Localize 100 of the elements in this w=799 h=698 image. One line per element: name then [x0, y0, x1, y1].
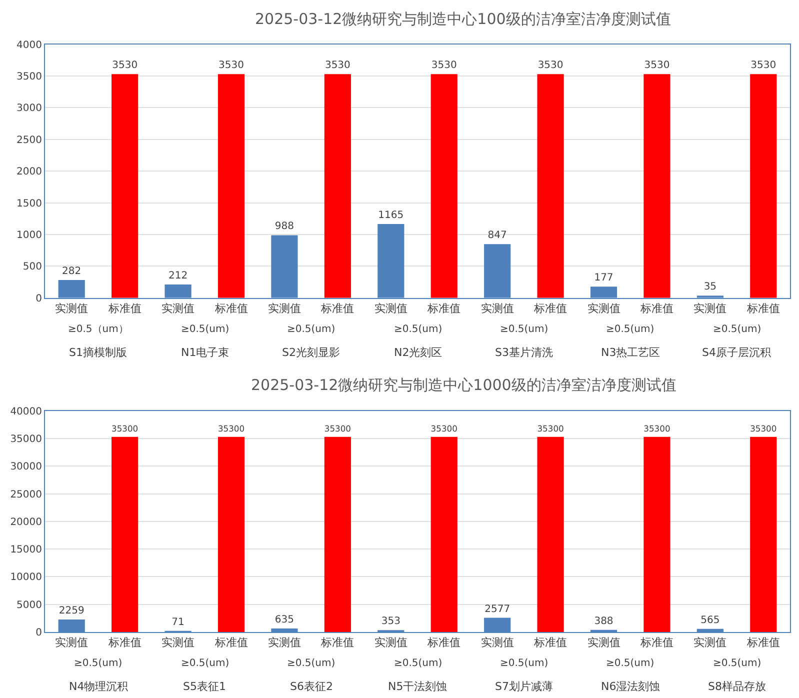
y-tick-label: 5000: [16, 600, 42, 611]
y-tick-label: 30000: [10, 462, 42, 473]
text: ≥0.5(um): [606, 658, 654, 669]
bar: [644, 436, 670, 632]
data-label: 3530: [644, 60, 670, 72]
y-tick-label: 500: [22, 262, 42, 273]
y-tick-label: 25000: [10, 489, 42, 500]
x-tick-label: 标准值: [107, 302, 142, 316]
bar: [644, 74, 670, 298]
text: N4物理沉积: [69, 680, 128, 693]
x-tick-label: 标准值: [214, 302, 248, 316]
data-label: 35300: [112, 423, 138, 434]
text: ≥0.5(um): [606, 324, 654, 335]
bar: [112, 436, 138, 632]
y-tick-label: 10000: [10, 572, 42, 584]
text: S5表征1: [183, 680, 226, 693]
y-tick-label: 20000: [10, 516, 42, 528]
data-label: 282: [62, 266, 82, 277]
x-tick-label: 实测值: [55, 636, 88, 650]
y-tick-label: 3500: [16, 72, 42, 83]
x-tick-label: 标准值: [533, 636, 568, 650]
x-tick-label: 实测值: [480, 636, 514, 650]
x-tick-label: 实测值: [268, 636, 301, 650]
data-label: 1165: [378, 210, 404, 222]
data-label: 635: [274, 614, 294, 626]
text: S6表征2: [290, 680, 333, 693]
data-label: 212: [168, 270, 188, 282]
y-tick-label: 0: [36, 628, 42, 639]
data-label: 565: [700, 614, 720, 626]
text: ≥0.5(um): [713, 658, 762, 669]
data-label: 35300: [430, 423, 458, 434]
y-tick-label: 40000: [10, 406, 42, 418]
x-tick-label: 实测值: [587, 636, 620, 650]
data-label: 2577: [484, 604, 510, 615]
data-label: 3530: [750, 60, 776, 72]
data-label: 353: [381, 616, 400, 628]
x-tick-label: 标准值: [426, 302, 461, 316]
bar: [218, 74, 245, 298]
text: N2光刻区: [394, 346, 442, 359]
data-label: 3530: [538, 60, 564, 72]
text: ≥0.5(um): [500, 324, 548, 335]
y-tick-label: 0: [36, 293, 42, 304]
x-tick-label: 标准值: [746, 636, 780, 650]
x-tick-label: 实测值: [694, 636, 727, 650]
text: N3热工艺区: [601, 346, 660, 359]
text: ≥0.5(um): [394, 324, 442, 335]
data-label: 35: [704, 282, 717, 293]
text: S3基片清洗: [495, 346, 553, 359]
data-label: 3530: [324, 60, 350, 72]
x-tick-label: 标准值: [533, 302, 568, 316]
x-tick-label: 实测值: [268, 302, 301, 316]
y-tick-label: 4000: [16, 40, 42, 51]
y-tick-label: 3000: [16, 103, 42, 114]
x-tick-label: 标准值: [320, 636, 354, 650]
bar: [750, 436, 777, 632]
text: S8样品存放: [708, 680, 766, 693]
y-tick-label: 1000: [16, 230, 42, 241]
x-tick-label: 实测值: [374, 636, 408, 650]
text: ≥0.5(um): [74, 658, 122, 669]
x-tick-label: 实测值: [587, 302, 620, 316]
text: N6湿法刻蚀: [601, 680, 660, 693]
text: S2光刻显影: [282, 346, 340, 359]
text: S1摘模制版: [69, 346, 127, 359]
data-label: 35300: [324, 423, 351, 434]
bar: [112, 74, 138, 298]
x-tick-label: 实测值: [162, 302, 195, 316]
x-tick-label: 标准值: [214, 636, 248, 650]
x-tick-label: 实测值: [694, 302, 727, 316]
data-label: 35300: [750, 423, 777, 434]
data-label: 3530: [112, 60, 138, 72]
y-tick-label: 35000: [10, 434, 42, 446]
chart-title: 2025-03-12微纳研究与制造中心100级的洁净室洁净度测试值: [255, 10, 671, 28]
y-tick-label: 15000: [10, 544, 42, 556]
data-label: 71: [172, 616, 184, 628]
x-tick-label: 标准值: [426, 636, 461, 650]
bar: [324, 74, 351, 298]
text: ≥0.5(um): [394, 658, 442, 669]
x-tick-label: 实测值: [162, 636, 195, 650]
text: ≥0.5(um): [287, 658, 336, 669]
data-label: 3530: [218, 60, 244, 72]
data-label: 35300: [537, 423, 564, 434]
text: N1电子束: [181, 346, 230, 359]
x-tick-label: 实测值: [374, 302, 408, 316]
text: ≥0.5（um）: [68, 324, 128, 335]
data-label: 35300: [644, 423, 670, 434]
data-label: 3530: [431, 60, 457, 72]
data-label: 2259: [58, 606, 84, 617]
y-tick-label: 2500: [16, 134, 42, 146]
text: ≥0.5(um): [181, 658, 230, 669]
data-label: 988: [274, 221, 294, 232]
bar: [324, 436, 351, 632]
x-tick-label: 标准值: [107, 636, 142, 650]
data-label: 35300: [218, 423, 245, 434]
bar: [750, 74, 777, 298]
x-tick-label: 标准值: [746, 302, 780, 316]
x-tick-label: 标准值: [639, 302, 674, 316]
data-label: 847: [488, 230, 507, 242]
bar: [218, 436, 245, 632]
text: ≥0.5(um): [713, 324, 762, 335]
text: S4原子层沉积: [702, 346, 771, 359]
